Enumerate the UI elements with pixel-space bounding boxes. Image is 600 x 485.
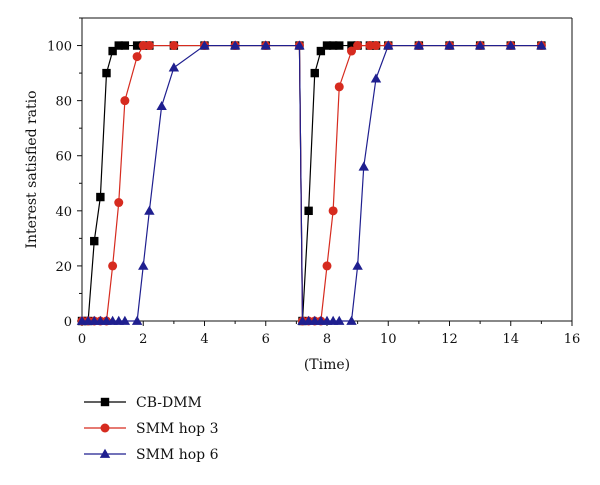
legend-item: SMM hop 3: [84, 421, 218, 437]
data-point: [114, 41, 123, 50]
data-point: [168, 62, 180, 72]
data-point: [119, 315, 131, 325]
legend-marker: [99, 448, 111, 458]
x-axis-title: (Time): [304, 357, 350, 373]
data-point: [169, 41, 179, 51]
data-point: [132, 52, 142, 62]
data-point: [102, 68, 111, 78]
data-point: [347, 41, 356, 50]
data-point: [370, 73, 382, 83]
x-tick-label: 4: [200, 332, 208, 347]
legend-marker: [100, 397, 110, 407]
data-point: [108, 46, 117, 56]
data-point: [322, 41, 332, 50]
data-point: [144, 41, 154, 51]
y-tick-label: 80: [55, 95, 72, 110]
data-point: [316, 46, 326, 56]
data-point: [138, 260, 149, 270]
data-point: [229, 40, 241, 50]
data-point: [352, 260, 363, 270]
data-point: [346, 315, 357, 325]
legend-item: CB-DMM: [84, 395, 202, 411]
legend-item: SMM hop 6: [84, 447, 219, 463]
data-point: [322, 261, 332, 271]
data-point: [90, 236, 99, 246]
data-point: [156, 100, 167, 111]
series-line: [82, 44, 542, 322]
data-point: [444, 40, 455, 50]
y-tick-label: 40: [55, 205, 72, 220]
series-cb-dmm: [77, 41, 546, 326]
data-point: [334, 82, 344, 92]
data-point: [260, 40, 271, 50]
legend: CB-DMM SMM hop 3 SMM hop 6: [84, 395, 219, 463]
y-tick-label: 60: [55, 150, 72, 165]
data-point: [328, 206, 338, 216]
y-tick-label: 0: [64, 315, 72, 330]
y-tick-label: 20: [55, 260, 72, 275]
series-smm-hop-3: [77, 41, 546, 326]
data-point: [131, 315, 143, 325]
data-point: [347, 46, 356, 56]
data-point: [353, 41, 363, 51]
data-point: [199, 40, 210, 50]
x-tick-label: 10: [380, 332, 397, 347]
data-point: [358, 161, 369, 171]
data-point: [536, 40, 547, 50]
legend-label: SMM hop 3: [136, 421, 218, 437]
data-point: [383, 40, 394, 50]
axes: 0 2 4 6 8 10 12 14 16 0 20 40 60 80 100: [47, 17, 581, 347]
data-point: [96, 192, 105, 202]
series-smm-hop-6: [76, 40, 547, 325]
data-point: [108, 261, 118, 271]
data-point: [413, 40, 425, 50]
data-point: [371, 41, 381, 51]
y-axis-title: Interest satisfied ratio: [24, 90, 40, 248]
x-tick-label: 8: [323, 332, 331, 347]
data-point: [144, 205, 155, 215]
x-tick-label: 16: [564, 332, 581, 347]
x-tick-label: 2: [139, 332, 147, 347]
legend-marker: [100, 423, 110, 433]
data-point: [505, 40, 516, 50]
y-tick-label: 100: [47, 40, 72, 55]
series-line: [82, 44, 542, 322]
data-point: [328, 41, 338, 50]
x-tick-label: 0: [78, 332, 86, 347]
data-point: [120, 96, 130, 106]
data-point: [294, 40, 305, 50]
legend-label: SMM hop 6: [136, 447, 219, 463]
data-point: [132, 41, 142, 50]
data-point: [335, 41, 344, 50]
data-point: [304, 206, 313, 216]
x-tick-label: 6: [262, 332, 270, 347]
series-layer: [76, 40, 547, 326]
x-tick-label: 14: [502, 332, 519, 347]
x-tick-label: 12: [441, 332, 458, 347]
data-point: [334, 315, 345, 325]
data-point: [474, 40, 486, 50]
data-point: [120, 41, 130, 50]
legend-label: CB-DMM: [136, 395, 202, 411]
data-point: [114, 198, 124, 208]
series-line: [82, 44, 542, 322]
data-point: [310, 68, 319, 78]
